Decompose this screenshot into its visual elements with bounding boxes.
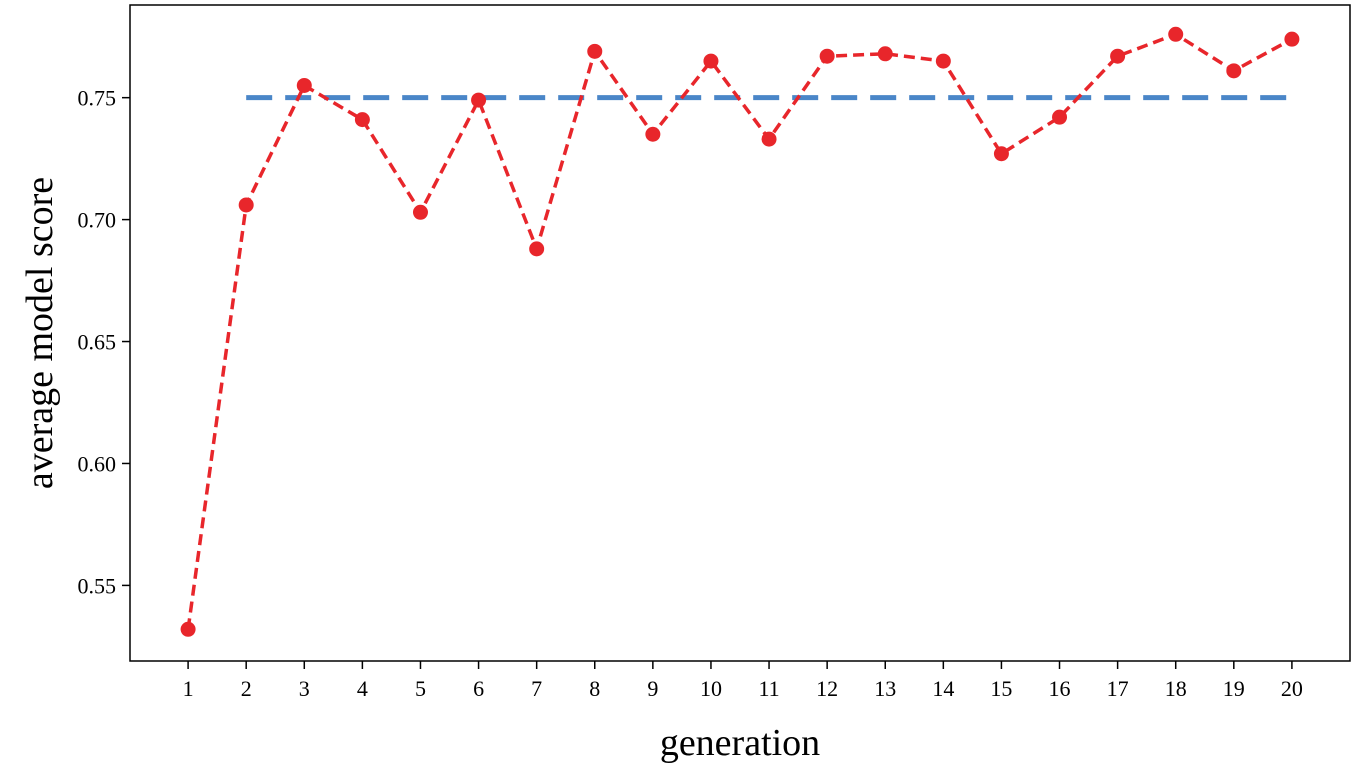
x-tick-label: 13 — [874, 676, 896, 701]
x-tick-label: 9 — [647, 676, 658, 701]
score-point — [354, 112, 370, 128]
score-point — [993, 146, 1009, 162]
x-tick-label: 6 — [473, 676, 484, 701]
x-tick-label: 17 — [1107, 676, 1129, 701]
score-line — [186, 32, 1293, 630]
x-tick-label: 20 — [1281, 676, 1303, 701]
score-point — [180, 621, 196, 637]
x-tick-label: 18 — [1165, 676, 1187, 701]
score-point — [935, 53, 951, 69]
score-point — [645, 126, 661, 142]
y-tick-label: 0.55 — [78, 573, 117, 598]
series-layer — [180, 26, 1300, 637]
score-point — [1110, 48, 1126, 64]
score-point — [296, 77, 312, 93]
x-tick-label: 11 — [758, 676, 779, 701]
score-point — [412, 204, 428, 220]
score-point — [877, 46, 893, 62]
x-tick-label: 7 — [531, 676, 542, 701]
score-point — [529, 241, 545, 257]
score-point — [761, 131, 777, 147]
x-tick-label: 15 — [990, 676, 1012, 701]
y-axis-title: average model score — [19, 177, 61, 489]
x-tick-label: 2 — [241, 676, 252, 701]
score-point — [587, 43, 603, 59]
x-tick-label: 1 — [183, 676, 194, 701]
score-point — [471, 92, 487, 108]
x-tick-label: 14 — [932, 676, 954, 701]
x-tick-label: 3 — [299, 676, 310, 701]
plot-frame — [129, 4, 1351, 662]
score-point — [1052, 109, 1068, 125]
y-tick-label: 0.70 — [78, 208, 117, 233]
score-point — [1168, 26, 1184, 42]
x-tick-label: 5 — [415, 676, 426, 701]
score-point — [703, 53, 719, 69]
x-tick-label: 10 — [700, 676, 722, 701]
x-tick-label: 8 — [589, 676, 600, 701]
x-axis: 1 2 3 4 5 6 7 8 9 10 11 12 13 14 15 16 17 18 19 20 — [183, 661, 1303, 701]
score-point — [1284, 31, 1300, 47]
y-tick-label: 0.65 — [78, 330, 117, 355]
score-point — [238, 197, 254, 213]
score-point — [1226, 63, 1242, 79]
y-tick-label: 0.60 — [78, 451, 117, 476]
score-point — [819, 48, 835, 64]
y-tick-label: 0.75 — [78, 86, 117, 111]
x-tick-label: 16 — [1049, 676, 1071, 701]
x-axis-title: generation — [660, 722, 820, 764]
x-tick-label: 19 — [1223, 676, 1245, 701]
x-tick-label: 12 — [816, 676, 838, 701]
y-axis: 0.55 0.60 0.65 0.70 0.75 — [78, 86, 130, 598]
x-tick-label: 4 — [357, 676, 368, 701]
